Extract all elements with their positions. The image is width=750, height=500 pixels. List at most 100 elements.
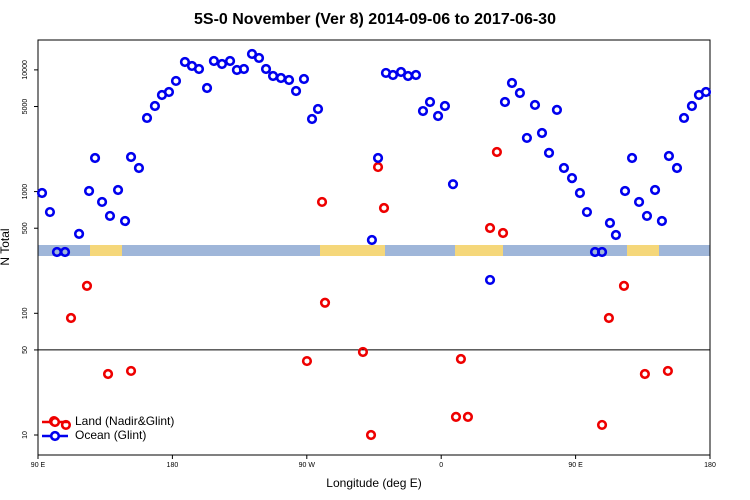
point [618, 280, 630, 291]
land-band [455, 245, 503, 256]
legend-label: Ocean (Glint) [75, 428, 146, 442]
point [193, 63, 205, 75]
legend-marker [49, 416, 61, 428]
point [366, 234, 378, 246]
point [417, 105, 429, 117]
point [671, 162, 683, 174]
point [246, 48, 258, 60]
point [626, 152, 638, 164]
point [141, 112, 153, 124]
point [574, 187, 586, 199]
point [656, 215, 668, 227]
y-tick-label: 1000 [22, 184, 29, 200]
x-tick-label: 90 E [568, 462, 583, 469]
legend-label: Land (Nadir&Glint) [75, 414, 174, 428]
land-band [627, 245, 659, 256]
x-tick-label: 90 E [31, 462, 46, 469]
point [543, 147, 555, 158]
point [641, 210, 653, 222]
point [521, 132, 533, 144]
point [484, 274, 496, 286]
point [410, 69, 422, 81]
point [316, 196, 328, 208]
point [224, 55, 236, 67]
point [686, 100, 698, 112]
point [551, 104, 563, 116]
point [678, 112, 690, 124]
point [649, 184, 661, 196]
point [639, 368, 650, 380]
point [439, 100, 451, 112]
x-tick-label: 180 [167, 462, 179, 469]
point [83, 185, 95, 197]
point [372, 152, 384, 164]
point [290, 85, 302, 97]
point [497, 227, 509, 239]
point [301, 355, 313, 367]
point [566, 173, 578, 184]
point [604, 217, 616, 229]
point [89, 152, 101, 164]
point [455, 353, 467, 365]
x-tick-label: 180 [704, 462, 716, 469]
point [610, 229, 622, 241]
point [536, 127, 548, 139]
point [253, 52, 265, 64]
plot-frame [37, 39, 711, 456]
point [491, 146, 503, 158]
point [514, 87, 525, 99]
point [662, 365, 673, 377]
legend-marker [49, 430, 61, 442]
point [312, 103, 324, 115]
y-tick-label: 100 [22, 307, 29, 319]
point [395, 66, 407, 78]
chart-title: 5S-0 November (Ver 8) 2014-09-06 to 2017… [194, 11, 556, 28]
point [102, 368, 114, 380]
point [170, 75, 182, 87]
point [44, 206, 56, 218]
point [36, 187, 48, 199]
point [306, 113, 318, 125]
point [700, 86, 712, 98]
x-tick-label: 0 [439, 462, 443, 469]
surface-band [38, 245, 710, 256]
point [125, 151, 137, 163]
point [59, 246, 71, 258]
point [387, 69, 399, 81]
y-tick-label: 50 [22, 346, 29, 354]
point [149, 100, 161, 112]
point [238, 63, 250, 75]
y-axis-label: N Total [0, 228, 12, 265]
point [619, 185, 631, 197]
point [462, 411, 474, 422]
point [484, 222, 496, 234]
point [450, 411, 462, 422]
point [506, 77, 518, 89]
point [216, 58, 228, 70]
point [112, 184, 124, 196]
y-tick-label: 10 [22, 431, 29, 439]
point [357, 346, 369, 358]
point [104, 210, 116, 222]
y-tick-label: 5000 [22, 99, 29, 115]
point [133, 162, 145, 174]
point [208, 55, 220, 67]
y-tick-label: 500 [22, 222, 29, 234]
point [81, 280, 93, 291]
point [119, 215, 131, 227]
land-band [320, 245, 385, 256]
point [529, 99, 541, 111]
point [73, 228, 85, 240]
point [201, 82, 213, 94]
point [163, 86, 175, 98]
point [581, 206, 593, 218]
land-band [90, 245, 122, 256]
point [633, 196, 645, 208]
point [663, 150, 675, 162]
point [424, 96, 436, 108]
y-tick-label: 10000 [22, 60, 29, 80]
x-tick-label: 90 W [299, 462, 316, 469]
point [499, 96, 511, 108]
point [596, 246, 608, 258]
